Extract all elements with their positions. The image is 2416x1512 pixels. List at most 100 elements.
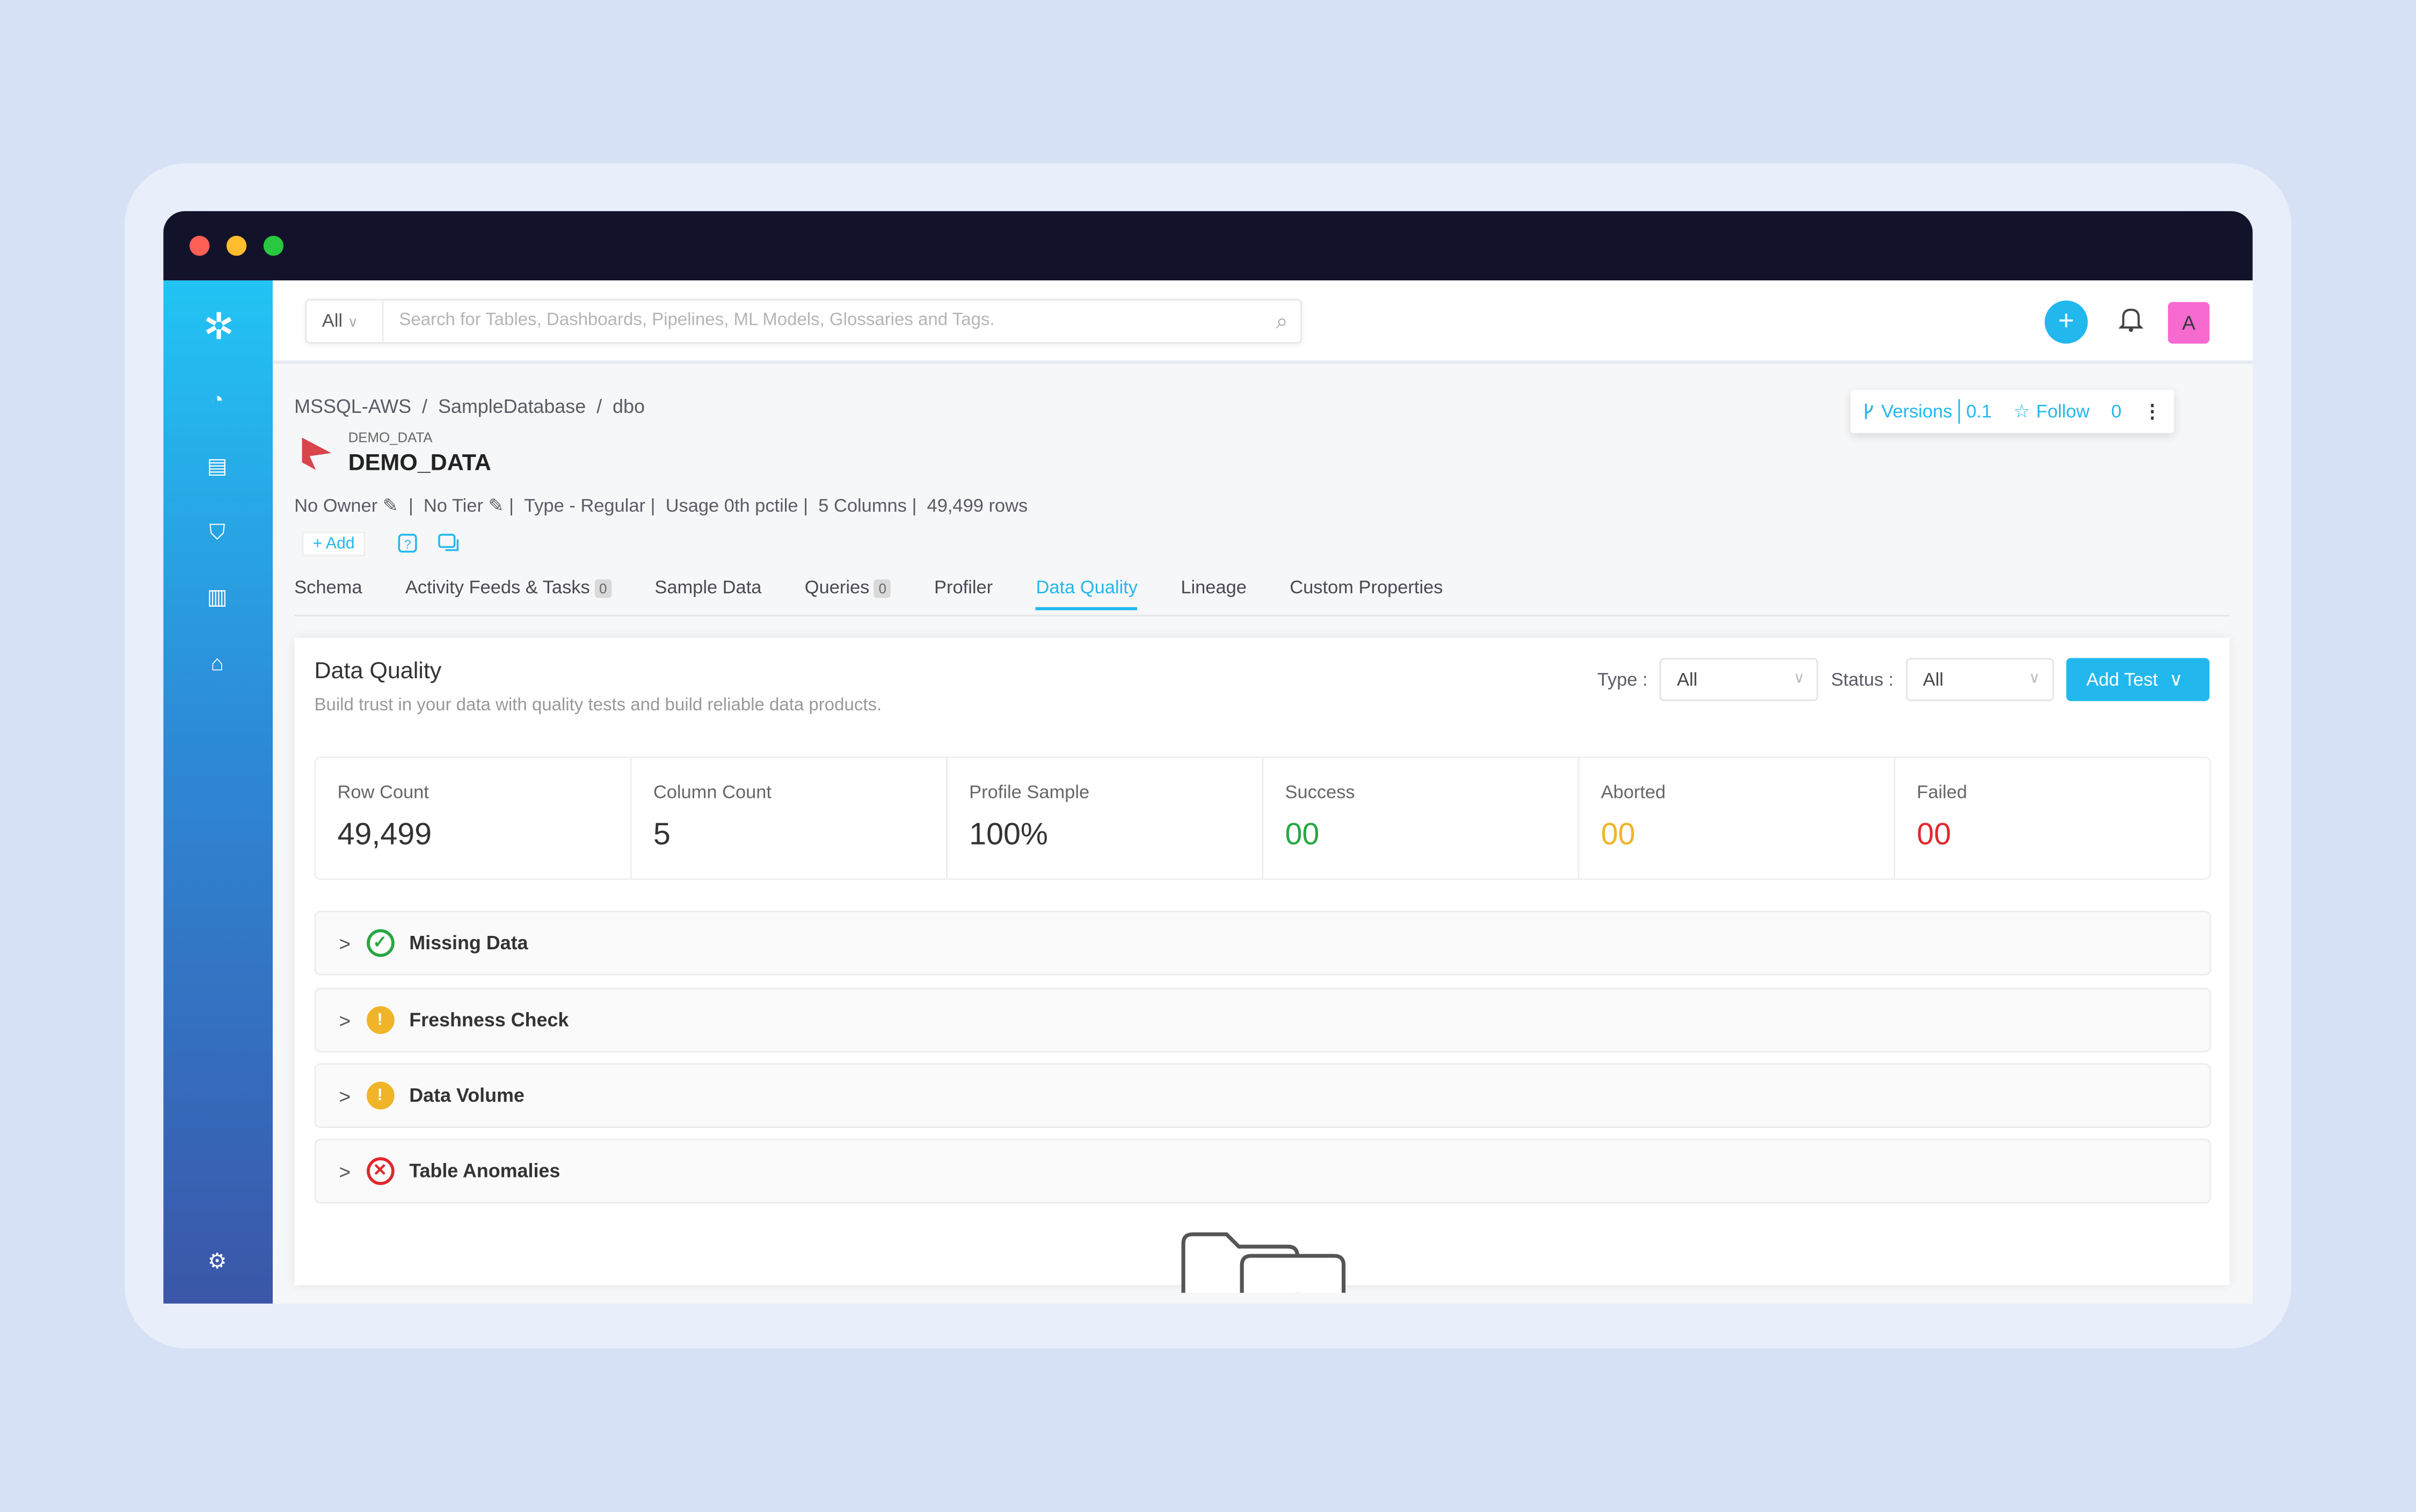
chevron-down-icon: ∨ [2169,668,2183,690]
versions-value: 0.1 [1958,399,1992,424]
chevron-right-icon[interactable]: > [339,1084,351,1108]
stat-label: Failed [1917,781,1967,803]
stat-row-count: Row Count 49,499 [316,758,630,878]
sidebar-data-icon[interactable]: ▤ [207,453,228,478]
search-input[interactable]: Search for Tables, Dashboards, Pipelines… [399,311,995,330]
tab-activity-feeds-tasks[interactable]: Activity Feeds & Tasks 0 [405,575,612,610]
stat-value: 5 [653,818,671,853]
version-branch-icon [1865,403,1873,419]
breadcrumb-database[interactable]: SampleDatabase [438,396,586,418]
check-table-anomalies[interactable]: > ✕ Table Anomalies [314,1138,2211,1204]
stats-summary: Row Count 49,499 Column Count 5 Profile Samp… [314,757,2211,880]
tab-profiler[interactable]: Profiler [934,575,993,610]
rows-value: 49,499 rows [927,495,1028,517]
tab-bar: Schema Activity Feeds & Tasks 0 Sample Data… [294,575,1443,610]
create-plus-button[interactable]: + [2044,300,2088,344]
type-value: Type - Regular [524,495,645,517]
minimize-window-button[interactable] [226,236,247,256]
tab-label: Activity Feeds & Tasks [405,576,590,598]
stat-label: Row Count [337,781,429,803]
close-window-button[interactable] [189,236,210,256]
follow-button[interactable]: ☆ Follow [2013,390,2090,433]
chevron-right-icon[interactable]: > [339,931,351,955]
chevron-right-icon[interactable]: > [339,1008,351,1032]
sidebar-insights-chart-icon[interactable]: ▥ [207,584,228,609]
dq-subtitle: Build trust in your data with quality te… [314,696,882,715]
mssql-service-icon [302,438,332,470]
stat-success: Success 00 [1262,758,1577,878]
tab-custom-properties[interactable]: Custom Properties [1290,575,1443,610]
notification-bell-icon[interactable] [2119,305,2144,333]
type-filter-select[interactable]: All ∨ [1660,658,1819,701]
tab-sample-data[interactable]: Sample Data [654,575,761,610]
search-scope-value: All [322,309,343,332]
tab-label: Sample Data [654,576,762,598]
tab-schema[interactable]: Schema [294,575,362,610]
stat-column-count: Column Count 5 [630,758,946,878]
add-test-button[interactable]: Add Test ∨ [2066,658,2210,701]
search-bar: All ∨ Search for Tables, Dashboards, Pip… [305,299,1302,344]
chevron-right-icon[interactable]: > [339,1159,351,1183]
sidebar-explore-icon[interactable]: ◔ [210,387,224,412]
tab-count-badge: 0 [594,579,612,598]
columns-value: 5 Columns [818,495,907,517]
dq-filters: Type : All ∨ Status : All ∨ Add Test ∨ [1597,658,2210,701]
tab-lineage[interactable]: Lineage [1181,575,1247,610]
maximize-window-button[interactable] [263,236,284,256]
sidebar-quality-shield-icon[interactable]: ⛉ [209,519,225,544]
check-circle-icon: ✓ [366,929,394,957]
request-description-icon[interactable]: ? [397,533,417,553]
stat-aborted: Aborted 00 [1577,758,1894,878]
search-scope-dropdown[interactable]: All ∨ [307,300,384,343]
stat-label: Profile Sample [969,781,1090,803]
chevron-down-icon: ∨ [347,314,358,330]
stat-label: Success [1285,781,1355,803]
star-icon: ☆ [2013,401,2031,423]
check-name: Table Anomalies [409,1160,561,1182]
type-filter-value: All [1677,668,1698,690]
versions-button[interactable]: Versions 0.1 [1863,390,1992,433]
more-options-kebab-icon[interactable]: ⋮ [2143,401,2162,423]
status-filter-value: All [1923,668,1944,690]
warning-circle-icon: ! [366,1006,394,1034]
tab-queries[interactable]: Queries 0 [805,575,891,610]
tier-value: No Tier [423,495,483,517]
user-avatar[interactable]: A [2167,302,2210,344]
app-logo-icon[interactable]: ✲ [203,307,235,348]
top-header: All ∨ Search for Tables, Dashboards, Pip… [272,280,2253,364]
search-icon[interactable]: ⌕ [1276,308,1289,333]
entity-actions: Versions 0.1 ☆ Follow 0 ⋮ [1850,390,2174,433]
breadcrumb: MSSQL-AWS / SampleDatabase / dbo [294,396,645,418]
dq-title: Data Quality [314,658,442,685]
edit-owner-pencil-icon[interactable]: ✎ [382,495,398,517]
entity-meta: No Owner ✎ | No Tier ✎ | Type - Regular … [294,495,1028,517]
stat-failed: Failed 00 [1894,758,2209,878]
breadcrumb-schema[interactable]: dbo [613,396,645,418]
tab-divider [294,615,2230,616]
entity-display-name: DEMO_DATA [348,430,433,446]
data-quality-card: Data Quality Build trust in your data wi… [294,638,2230,1293]
check-freshness-check[interactable]: >! Freshness Check [314,987,2211,1053]
stat-value: 00 [1285,818,1320,853]
check-missing-data[interactable]: > ✓ Missing Data [314,911,2211,976]
chevron-down-icon: ∨ [2028,670,2040,687]
stat-label: Column Count [653,781,772,803]
tab-data-quality[interactable]: Data Quality [1036,575,1138,610]
stat-value: 00 [1600,818,1635,853]
check-name: Freshness Check [409,1009,569,1031]
tab-label: Custom Properties [1290,576,1443,598]
empty-folder-illustration [1181,1232,1346,1293]
sidebar-governance-bank-icon[interactable]: ⌂ [210,650,224,675]
status-filter-select[interactable]: All ∨ [1906,658,2054,701]
svg-text:?: ? [404,537,411,551]
follower-count: 0 [2111,401,2122,423]
tab-label: Lineage [1181,576,1247,598]
add-tag-button[interactable]: + Add [302,532,366,557]
sidebar-settings-gear-icon[interactable]: ⚙ [207,1248,227,1273]
edit-tier-pencil-icon[interactable]: ✎ [488,495,504,517]
breadcrumb-service[interactable]: MSSQL-AWS [294,396,412,418]
stat-value: 00 [1917,818,1952,853]
check-data-volume[interactable]: >! Data Volume [314,1063,2211,1128]
stat-profile-sample: Profile Sample 100% [946,758,1262,878]
conversation-icon[interactable] [438,533,459,553]
